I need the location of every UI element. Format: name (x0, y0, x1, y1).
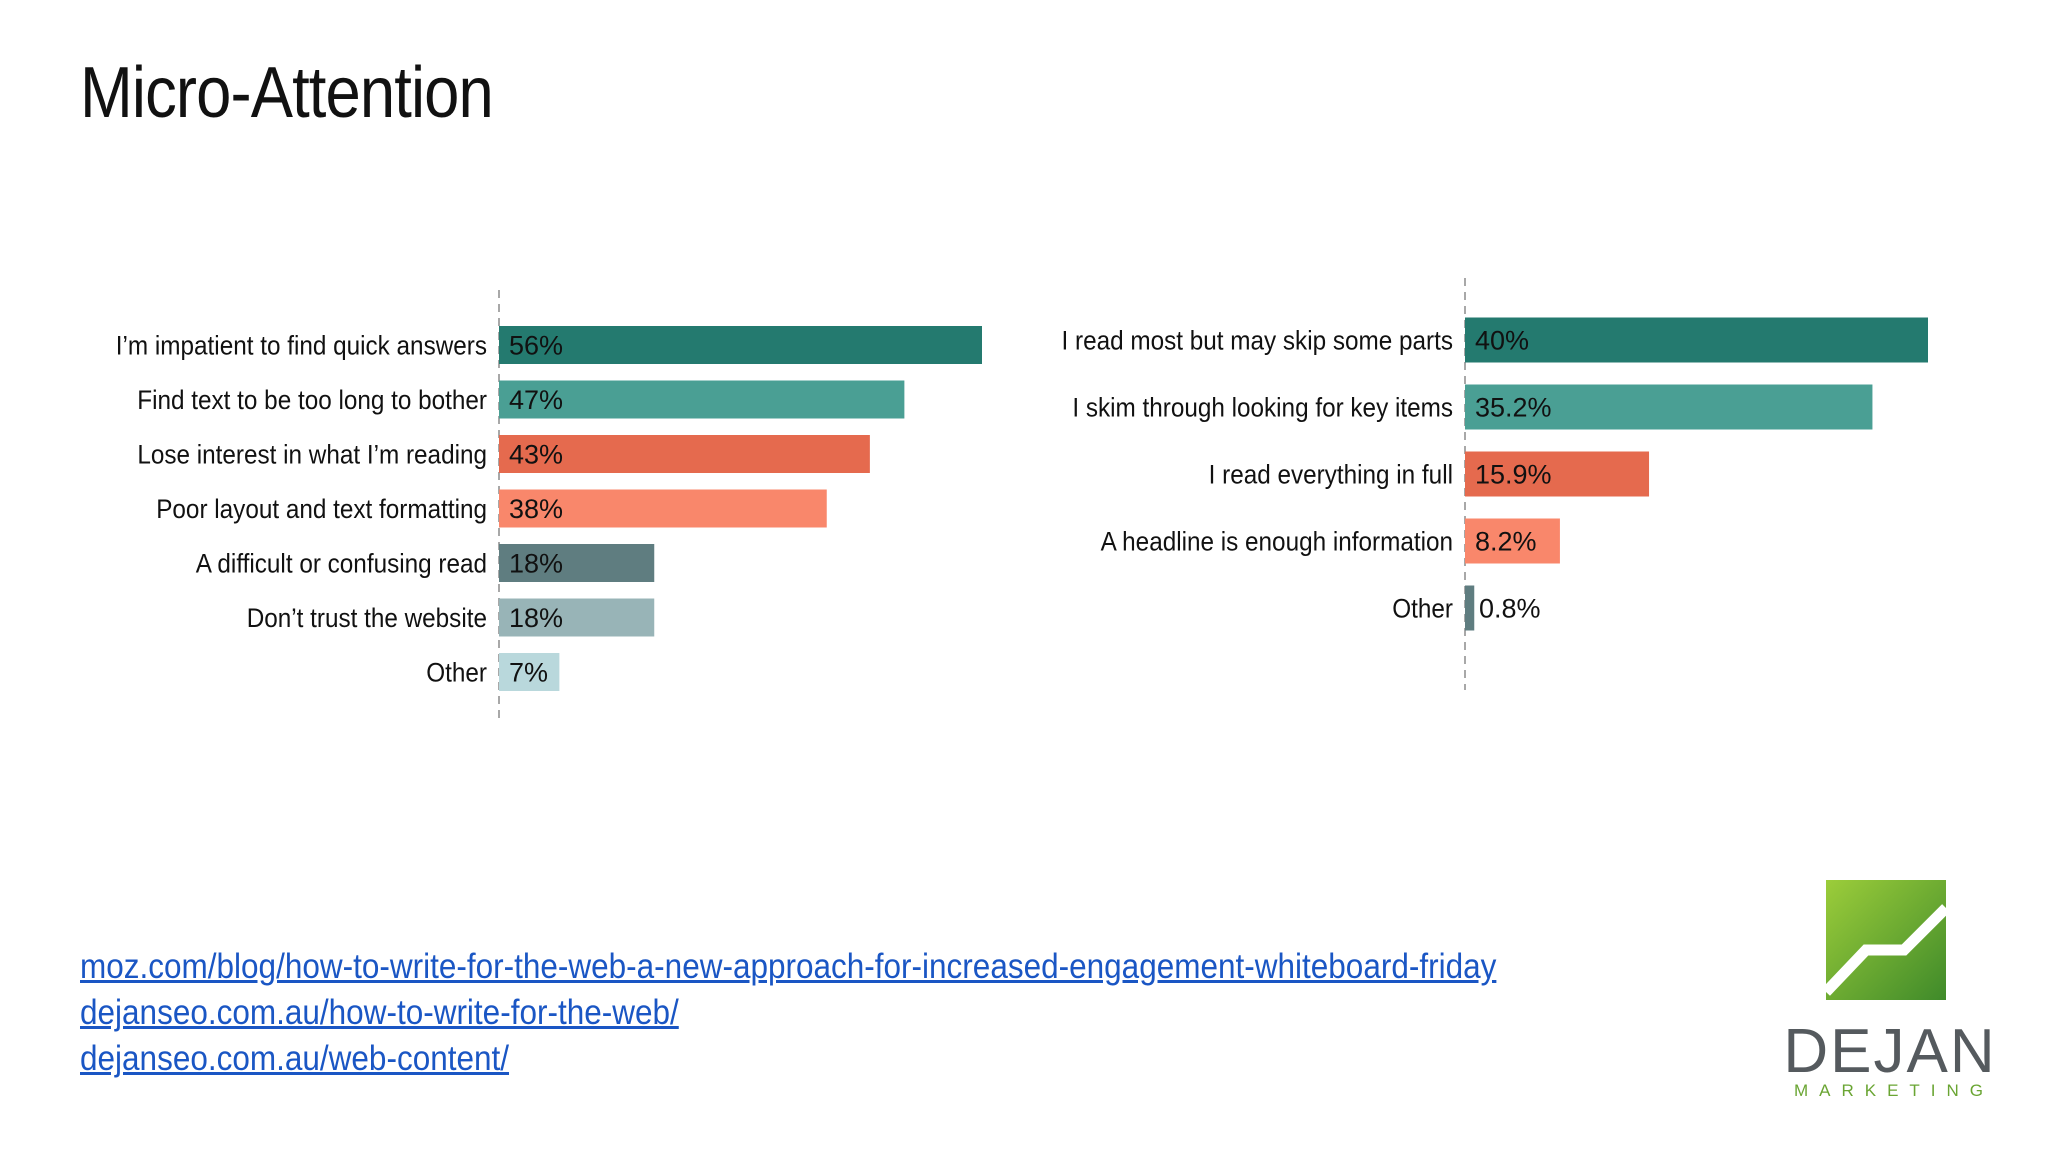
chart-1-group: I’m impatient to find quick answers 56% Fi… (116, 290, 982, 724)
bar (1465, 518, 1560, 564)
chart-2-group: I read most but may skip some parts 40% I … (1062, 278, 1928, 690)
value-label: 40% (1475, 326, 1529, 356)
page-title: Micro-Attention (80, 53, 494, 133)
bar (499, 653, 560, 691)
rising-line-chart-icon (1822, 880, 1950, 1000)
source-link-dejanseo-content[interactable]: dejanseo.com.au/web-content/ (80, 1039, 510, 1078)
value-label: 7% (509, 658, 548, 688)
bar (499, 435, 870, 473)
category-label: I read everything in full (1209, 461, 1453, 490)
category-label: A headline is enough information (1101, 528, 1453, 557)
value-label: 18% (509, 603, 563, 633)
category-label: I skim through looking for key items (1072, 394, 1453, 423)
bar (499, 326, 982, 364)
bar (499, 598, 655, 637)
category-label: Don’t trust the website (247, 604, 487, 633)
value-label: 56% (509, 331, 563, 361)
category-label: Other (1392, 595, 1453, 624)
bar (499, 489, 827, 528)
bar (499, 380, 905, 419)
source-links: moz.com/blog/how-to-write-for-the-web-a-… (80, 944, 1496, 1082)
value-label: 43% (509, 440, 563, 470)
value-label: 8.2% (1475, 527, 1537, 557)
bar (1465, 451, 1650, 497)
logo-tagline: MARKETING (1794, 1081, 1994, 1100)
category-label: I’m impatient to find quick answers (116, 332, 487, 361)
source-link-dejanseo-write[interactable]: dejanseo.com.au/how-to-write-for-the-web… (80, 993, 679, 1032)
category-label: A difficult or confusing read (196, 550, 487, 579)
category-label: Other (426, 659, 487, 688)
value-label: 18% (509, 549, 563, 579)
value-label: 0.8% (1479, 594, 1541, 624)
category-label: Lose interest in what I’m reading (137, 441, 487, 470)
value-label: 35.2% (1475, 393, 1552, 423)
category-label: I read most but may skip some parts (1062, 327, 1453, 356)
bar (1465, 384, 1873, 430)
source-link-moz[interactable]: moz.com/blog/how-to-write-for-the-web-a-… (80, 947, 1497, 986)
value-label: 47% (509, 385, 563, 415)
logo-name: DEJAN (1783, 1017, 1996, 1086)
value-label: 15.9% (1475, 460, 1552, 490)
value-label: 38% (509, 494, 563, 524)
dejan-marketing-logo: DEJAN MARKETING (1783, 880, 1996, 1100)
bar (1465, 585, 1475, 631)
bar (1465, 317, 1928, 363)
bar (499, 544, 655, 582)
category-label: Find text to be too long to bother (137, 386, 487, 415)
category-label: Poor layout and text formatting (156, 495, 487, 524)
